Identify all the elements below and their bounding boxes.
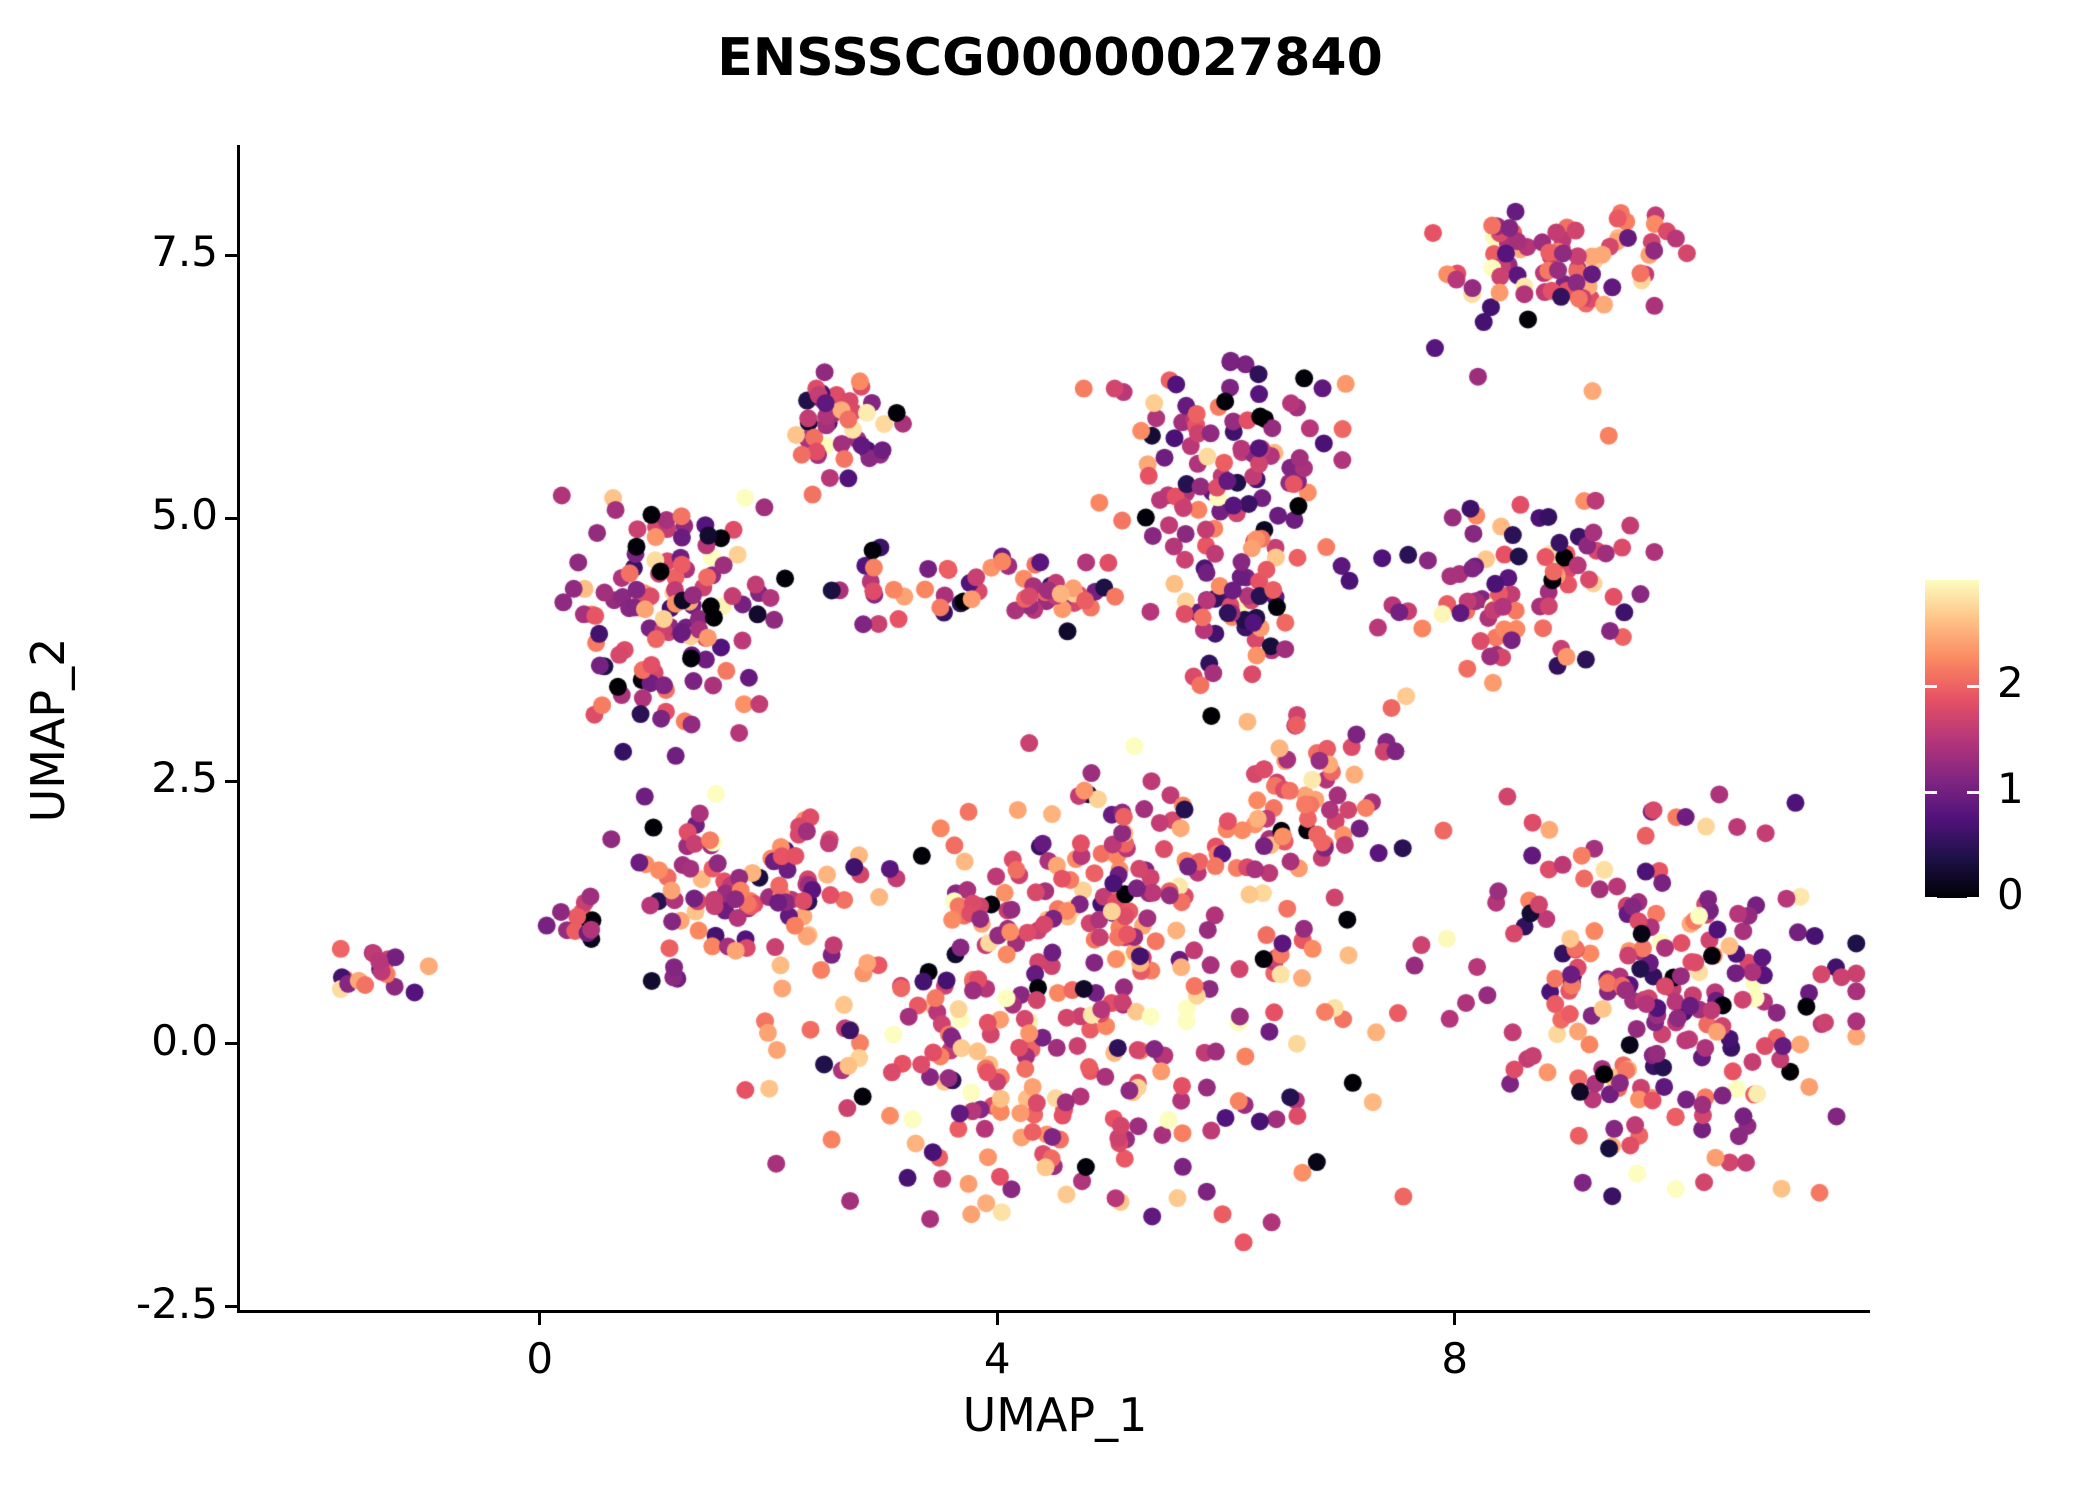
plot-title: ENSSSCG00000027840: [717, 28, 1383, 88]
x-tick-label: 8: [1441, 1334, 1469, 1383]
y-axis-line: [237, 145, 240, 1313]
y-tick-label: 2.5: [151, 753, 218, 803]
y-tick-label: 5.0: [151, 490, 218, 540]
colorbar-tick-label: 0: [1997, 870, 2024, 919]
x-tick-mark: [538, 1313, 542, 1325]
y-tick-mark: [225, 779, 237, 783]
colorbar-tick-mark: [1967, 896, 1979, 900]
colorbar-tick-label: 1: [1997, 764, 2024, 813]
colorbar-tick-mark: [1967, 684, 1979, 688]
y-tick-label: 7.5: [151, 227, 218, 277]
y-axis-label: UMAP_2: [21, 637, 75, 823]
x-tick-mark: [995, 1313, 999, 1325]
y-tick-mark: [225, 1042, 237, 1046]
colorbar-tick-mark: [1925, 684, 1937, 688]
y-tick-mark: [225, 253, 237, 257]
y-tick-mark: [225, 516, 237, 520]
scatter-canvas: [240, 145, 1870, 1310]
colorbar-gradient: [1925, 580, 1979, 898]
colorbar-tick-mark: [1925, 896, 1937, 900]
y-tick-label: 0.0: [151, 1015, 218, 1065]
x-tick-label: 0: [526, 1334, 554, 1383]
x-axis-label: UMAP_1: [962, 1388, 1148, 1442]
y-tick-mark: [225, 1305, 237, 1309]
colorbar-tick-mark: [1967, 790, 1979, 794]
x-tick-label: 4: [983, 1334, 1011, 1383]
x-axis-line: [237, 1310, 1870, 1313]
colorbar-tick-label: 2: [1997, 658, 2024, 707]
colorbar-tick-mark: [1925, 790, 1937, 794]
y-tick-label: -2.5: [136, 1278, 218, 1328]
x-tick-mark: [1453, 1313, 1457, 1325]
